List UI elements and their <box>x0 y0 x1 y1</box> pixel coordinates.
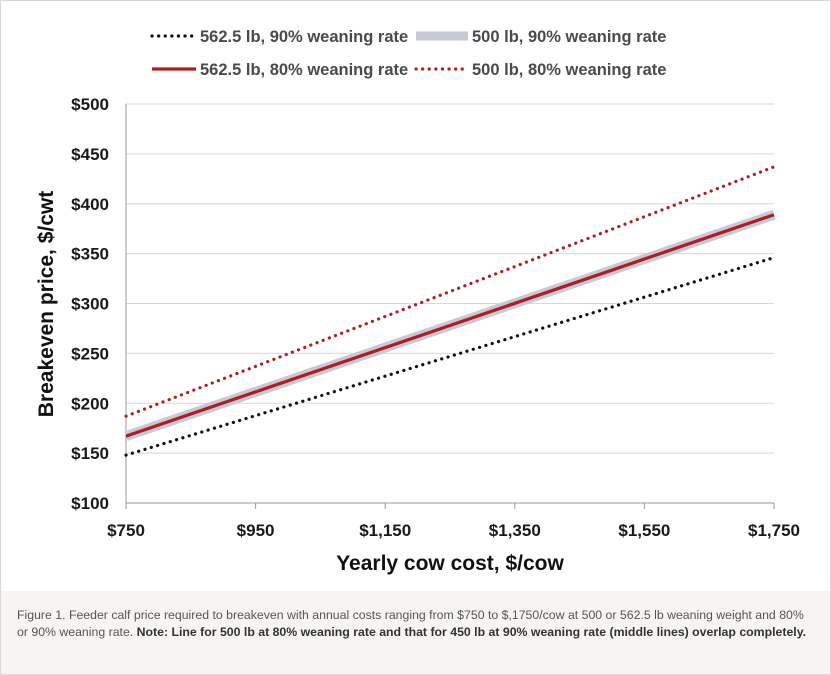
x-tick-label: $950 <box>237 521 275 540</box>
y-tick-label: $150 <box>71 444 109 463</box>
y-tick-label: $100 <box>71 494 109 513</box>
y-tick-label: $300 <box>71 295 109 314</box>
x-tick-label: $750 <box>107 521 145 540</box>
series-line-1 <box>124 256 776 457</box>
line-chart: $100 $150 $200 $250 $300 $350 $400 $450 $500 $750… <box>35 28 800 575</box>
y-tick-label: $250 <box>71 344 109 363</box>
y-tick-label: $350 <box>71 245 109 264</box>
y-tick-label: $450 <box>71 145 109 164</box>
x-tick-label: $1,150 <box>359 521 411 540</box>
series-line-3 <box>125 213 775 438</box>
x-axis-title: Yearly cow cost, $/cow <box>336 552 564 575</box>
legend-label-1: 562.5 lb, 90% weaning rate <box>200 28 408 46</box>
axes: $100 $150 $200 $250 $300 $350 $400 $450 $500 $750… <box>71 95 800 540</box>
y-tick-label: $400 <box>71 195 109 214</box>
caption-note: Note: Line for 500 lb at 80% weaning rat… <box>136 625 807 639</box>
series-lines <box>124 165 776 457</box>
caption-area: Figure 1. Feeder calf price required to … <box>1 591 830 674</box>
legend-label-2: 500 lb, 90% weaning rate <box>472 28 666 46</box>
x-tick-label: $1,750 <box>748 521 800 540</box>
caption-text: Figure 1. Feeder calf price required to … <box>17 608 804 639</box>
legend-label-4: 500 lb, 80% weaning rate <box>472 61 666 79</box>
y-tick-label: $200 <box>71 394 109 413</box>
legend: 562.5 lb, 90% weaning rate 500 lb, 90% we… <box>150 28 666 79</box>
x-tick-label: $1,350 <box>489 521 541 540</box>
x-tick-label: $1,550 <box>618 521 670 540</box>
figure-caption: Figure 1. Feeder calf price required to … <box>17 607 817 641</box>
legend-label-3: 562.5 lb, 80% weaning rate <box>200 61 408 79</box>
y-axis-title: Breakeven price, $/cwt <box>35 191 58 417</box>
y-tick-label: $500 <box>71 95 109 114</box>
